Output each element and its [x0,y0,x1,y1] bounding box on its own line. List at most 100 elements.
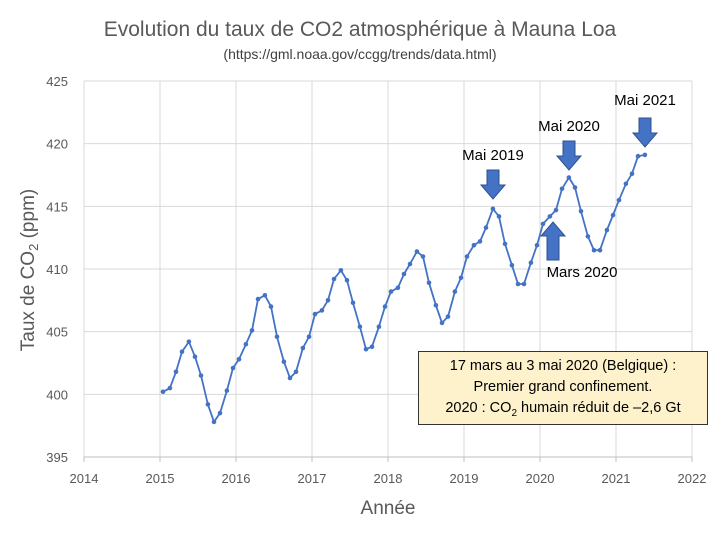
data-point [433,303,439,308]
data-point [211,419,217,425]
annotation-mars-2020: Mars 2020 [547,264,618,281]
y-tick-label-415: 415 [46,199,68,214]
data-point [464,254,470,259]
data-point [585,234,591,239]
x-tick-label-2021: 2021 [602,471,631,486]
data-point [382,304,388,309]
data-point [312,311,318,317]
data-point [300,345,306,351]
data-point [445,314,451,319]
data-point [642,152,648,158]
data-point [572,185,578,190]
data-point [414,249,420,254]
y-tick-label-410: 410 [46,262,68,277]
annotation-mai-2020: Mai 2020 [538,118,600,135]
data-point [528,260,534,266]
data-point [243,341,249,347]
y-tick-label-395: 395 [46,450,68,465]
data-point [325,298,331,303]
data-point [509,262,515,268]
arrow-mai-2019 [479,169,507,200]
data-point [458,275,464,281]
data-point [198,373,204,378]
data-point [623,181,629,187]
data-point [293,369,299,375]
data-point [566,175,572,180]
data-point [338,268,344,273]
data-point [483,225,489,230]
chart-title: Evolution du taux de CO2 atmosphérique à… [103,18,617,41]
arrow-mai-2020 [555,140,583,171]
axes: 395 400 405 410 415 420 425 2014 2015 2016 2017 201… [46,74,706,486]
arrow-mars-2020 [539,221,567,261]
data-point [363,346,369,352]
data-point [160,389,166,395]
data-point [224,388,230,393]
data-point [186,339,192,345]
data-point [388,289,394,294]
annotation-mai-2019: Mai 2019 [462,147,524,164]
info-line-3: 2020 : CO2 humain réduit de –2,6 Gt [445,400,681,419]
data-point [407,261,413,267]
x-tick-label-2018: 2018 [374,471,403,486]
data-point [496,214,502,219]
x-tick-label-2019: 2019 [450,471,479,486]
data-point [205,402,211,407]
data-point [274,334,280,340]
data-point [281,359,287,365]
data-point [604,227,610,233]
data-point [395,285,401,291]
data-point [357,324,363,330]
data-point [629,171,635,176]
data-point [167,385,173,391]
data-point [559,186,565,192]
y-tick-label-405: 405 [46,325,68,340]
x-tick-label-2014: 2014 [70,471,99,486]
info-line-2: Premier grand confinement. [473,379,653,395]
data-point [344,278,350,283]
data-point [597,247,603,253]
data-point [547,214,553,219]
x-tick-label-2020: 2020 [526,471,555,486]
data-point [236,356,242,362]
data-point [192,354,198,360]
arrow-mai-2021 [631,117,659,148]
data-point [249,328,255,333]
data-point [350,300,356,306]
data-point [616,197,622,203]
data-point [230,365,236,371]
data-point [173,369,179,375]
data-point [369,344,375,350]
data-point [287,375,293,381]
data-point [534,242,540,248]
data-point [553,207,559,213]
data-point [452,289,458,294]
data-point [331,276,337,282]
data-point [268,304,274,309]
chart-subtitle: (https://gml.noaa.gov/ccgg/trends/data.h… [223,46,497,62]
data-point [306,334,312,340]
info-box: 17 mars au 3 mai 2020 (Belgique) : Premi… [418,351,708,425]
y-tick-label-400: 400 [46,387,68,402]
y-tick-label-425: 425 [46,74,68,89]
data-point [420,254,426,259]
data-point [319,308,325,313]
data-point [376,324,382,330]
data-point [426,280,432,286]
data-point [179,349,185,355]
data-points [160,152,648,425]
x-tick-label-2022: 2022 [678,471,707,486]
data-point [471,242,477,248]
data-point [578,209,584,214]
data-point [255,296,261,302]
data-point [502,241,508,247]
x-axis-title: Année [361,498,416,519]
x-tick-label-2015: 2015 [146,471,175,486]
x-tick-label-2017: 2017 [298,471,327,486]
data-point [401,271,407,277]
data-point [490,206,496,212]
data-point [610,212,616,218]
x-tick-label-2016: 2016 [222,471,251,486]
annotation-mai-2021: Mai 2021 [614,92,676,109]
